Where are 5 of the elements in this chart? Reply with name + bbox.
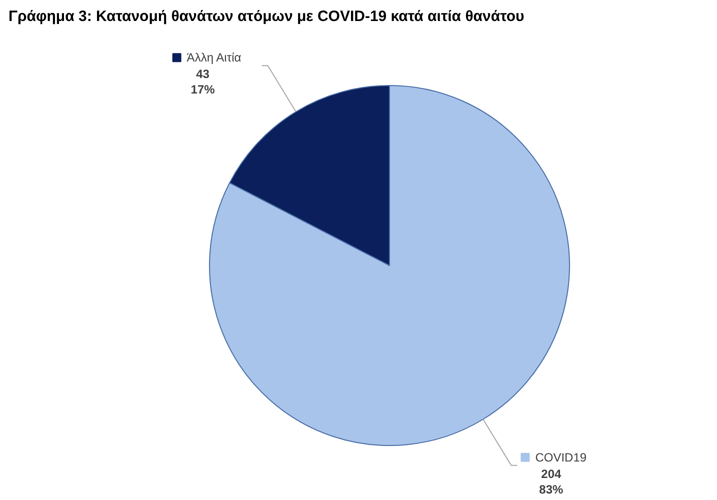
legend-label: COVID19 — [535, 450, 587, 464]
legend-label: Άλλη Αιτία — [186, 50, 242, 65]
chart-title: Γράφημα 3: Κατανομή θανάτων ατόμων με COVID-19 κατά αιτία θανάτου — [8, 8, 525, 25]
data-label: 204 83% — [539, 466, 564, 496]
data-label: 43 17% — [190, 67, 216, 97]
